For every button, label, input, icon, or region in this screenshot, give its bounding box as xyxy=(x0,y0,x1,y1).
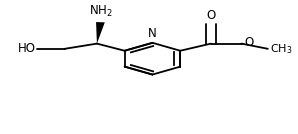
Text: O: O xyxy=(206,9,215,22)
Text: N: N xyxy=(148,27,157,40)
Text: O: O xyxy=(244,36,253,49)
Text: CH$_3$: CH$_3$ xyxy=(270,42,293,56)
Polygon shape xyxy=(96,22,105,44)
Text: NH$_2$: NH$_2$ xyxy=(89,4,112,19)
Text: HO: HO xyxy=(18,42,36,55)
